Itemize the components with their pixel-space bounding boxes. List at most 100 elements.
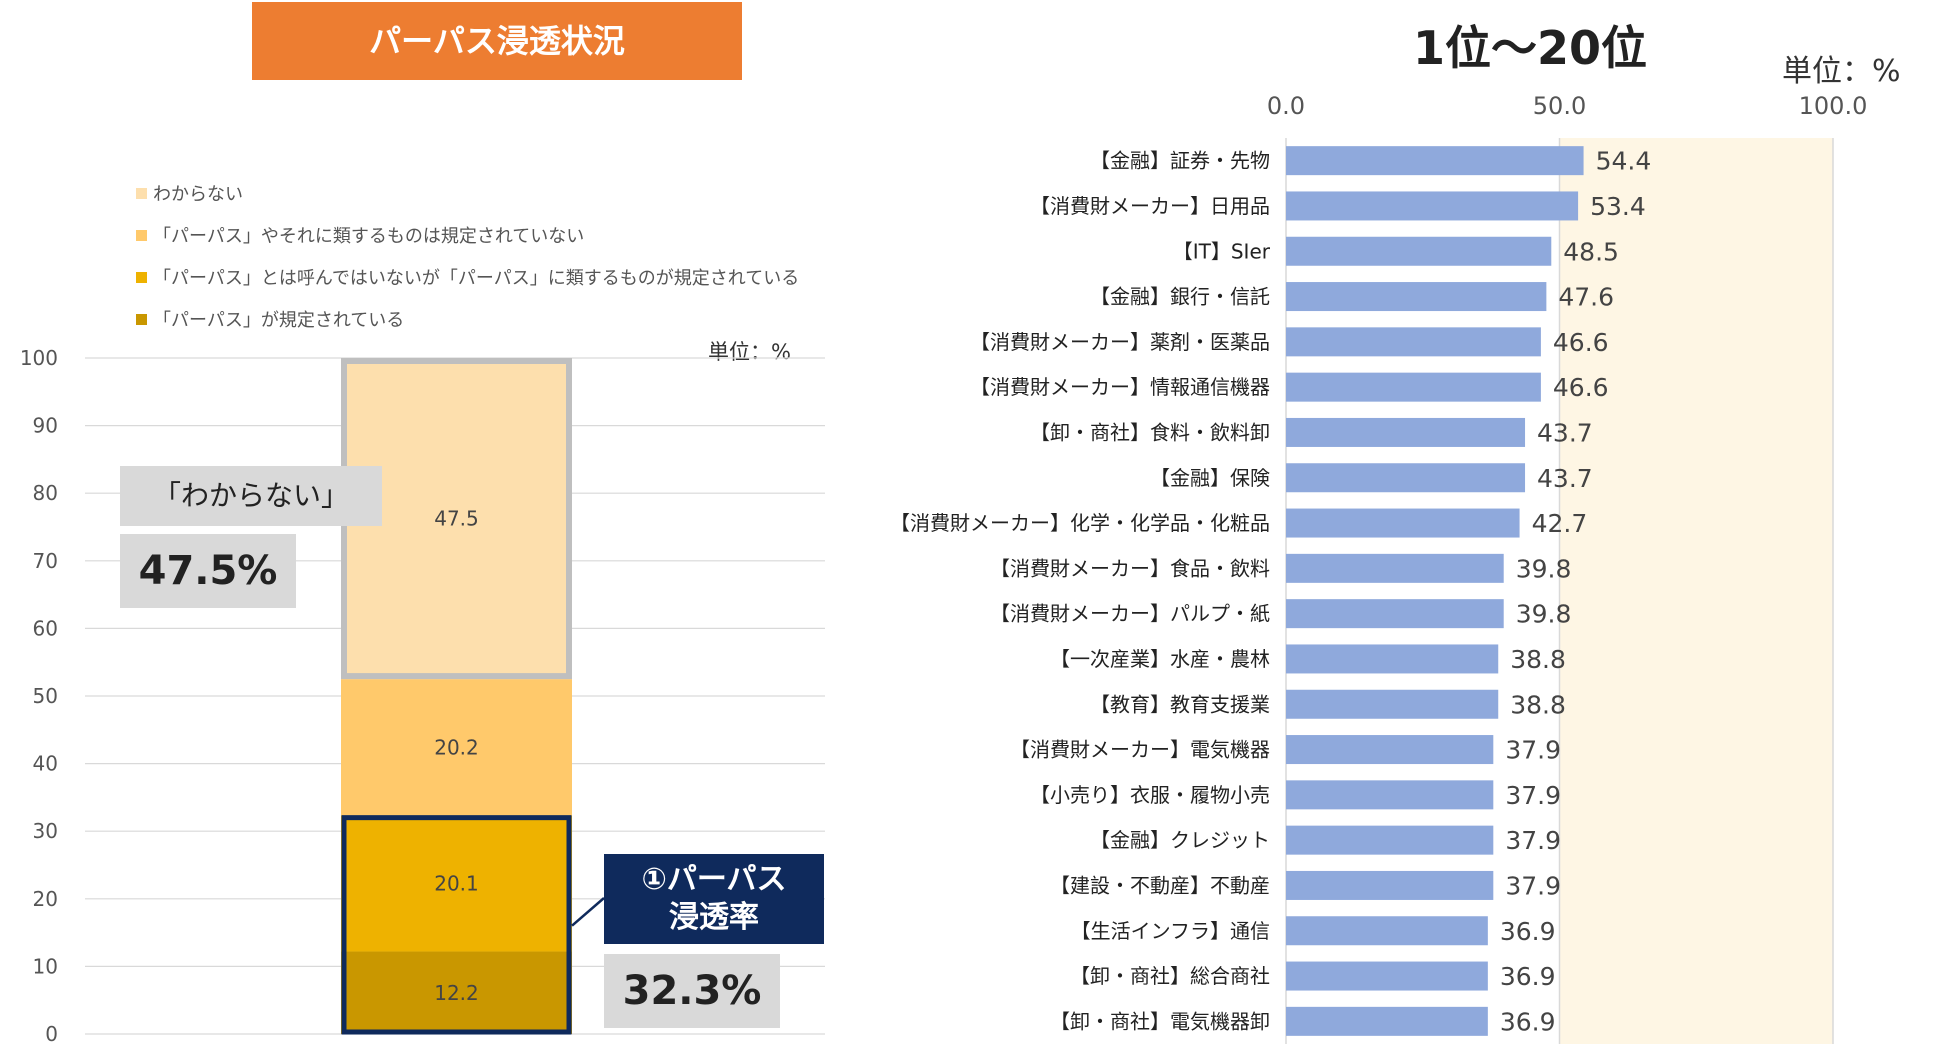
category-label: 【消費財メーカー】化学・化学品・化粧品: [890, 511, 1270, 535]
bar-value-label: 46.6: [1553, 373, 1609, 402]
category-label: 【IT】SIer: [1173, 239, 1271, 263]
left-chart-unit-label: 単位：%: [708, 340, 791, 364]
category-label: 【教育】教育支援業: [1090, 692, 1270, 716]
penetration-rate-callout-value: 32.3%: [604, 954, 780, 1028]
penetration-label-line1: ①パーパス: [641, 862, 787, 897]
bar-segment: [341, 815, 572, 952]
bar: [1286, 1006, 1488, 1036]
legend-label: 「パーパス」やそれに類するものは規定されていない: [153, 226, 585, 247]
x-tick-label: 50.0: [1533, 92, 1586, 120]
bar-value-label: 48.5: [1563, 237, 1619, 266]
legend-item: 「パーパス」が規定されている: [136, 306, 404, 332]
bar: [1286, 780, 1494, 810]
left-chart-title: パーパス浸透状況: [252, 2, 742, 80]
bar: [1286, 372, 1541, 402]
category-label: 【一次産業】水産・農林: [1050, 647, 1270, 671]
bar-segment-label: 20.2: [434, 735, 479, 759]
bar-value-label: 38.8: [1510, 690, 1566, 719]
bar-value-label: 39.8: [1516, 600, 1572, 629]
bar-segment: [341, 951, 572, 1034]
legend-label: 「パーパス」とは呼んではいないが「パーパス」に類するものが規定されている: [153, 268, 800, 289]
legend-swatch: [136, 271, 147, 283]
bar: [1286, 327, 1541, 357]
unknown-callout-label: 「わからない」: [120, 466, 382, 526]
bar-value-label: 43.7: [1537, 464, 1593, 493]
bar-value-label: 39.8: [1516, 554, 1572, 583]
y-tick-label: 70: [33, 549, 58, 573]
category-label: 【金融】銀行・信託: [1090, 285, 1270, 309]
y-tick-label: 10: [33, 954, 58, 978]
category-label: 【金融】保険: [1150, 466, 1270, 490]
ranking-bar-chart: 0.0 50.0 100.0 【金融】証券・先物 54.4 【消費財メーカー】日用品 53.…: [890, 92, 1868, 1044]
y-tick-label: 0: [45, 1022, 58, 1046]
bar: [1286, 870, 1494, 900]
bar-segment-label: 20.1: [434, 872, 479, 896]
callout-connector: [571, 897, 605, 927]
legend-item: わからない: [136, 180, 243, 206]
bar-segment-label: 12.2: [434, 981, 479, 1005]
x-tick-label: 100.0: [1799, 92, 1868, 120]
legend-swatch: [136, 313, 147, 325]
y-tick-label: 60: [33, 616, 58, 640]
y-tick-label: 30: [33, 819, 58, 843]
right-chart-unit-label: 単位：%: [1782, 54, 1901, 89]
category-label: 【金融】クレジット: [1090, 828, 1270, 852]
bar: [1286, 553, 1504, 583]
x-tick-label: 0.0: [1267, 92, 1305, 120]
legend-item: 「パーパス」とは呼んではいないが「パーパス」に類するものが規定されている: [136, 264, 799, 290]
bar-value-label: 37.9: [1505, 826, 1561, 855]
y-tick-label: 90: [33, 414, 58, 438]
bar: [1286, 146, 1584, 176]
legend-label: わからない: [153, 184, 243, 205]
category-label: 【卸・商社】電気機器卸: [1050, 1009, 1270, 1033]
category-label: 【金融】証券・先物: [1090, 149, 1270, 173]
legend-item: 「パーパス」やそれに類するものは規定されていない: [136, 222, 584, 248]
legend-label: 「パーパス」が規定されている: [153, 310, 405, 331]
bar-value-label: 36.9: [1500, 1007, 1556, 1036]
unknown-callout-value: 47.5%: [120, 534, 296, 608]
category-label: 【建設・不動産】不動産: [1050, 873, 1270, 897]
right-chart-title: 1位〜20位: [1412, 21, 1648, 75]
y-tick-label: 100: [20, 346, 58, 370]
bar: [1286, 825, 1494, 855]
bar-value-label: 43.7: [1537, 418, 1593, 447]
bar: [1286, 508, 1520, 538]
category-label: 【生活インフラ】通信: [1071, 919, 1270, 943]
bar: [1286, 644, 1499, 674]
penetration-segment-outline: [341, 815, 572, 1035]
bar-value-label: 46.6: [1553, 328, 1609, 357]
y-tick-label: 50: [33, 684, 58, 708]
bar: [1286, 236, 1552, 266]
category-label: 【消費財メーカー】食品・飲料: [990, 556, 1270, 580]
plot-background-band: [1559, 138, 1833, 1044]
category-label: 【卸・商社】総合商社: [1070, 964, 1270, 988]
category-label: 【消費財メーカー】日用品: [1030, 194, 1270, 218]
bar: [1286, 599, 1504, 629]
bar: [1286, 191, 1579, 221]
bar-value-label: 37.9: [1505, 871, 1561, 900]
bar-value-label: 42.7: [1532, 509, 1588, 538]
bar-value-label: 37.9: [1505, 736, 1561, 765]
bar-value-label: 36.9: [1500, 962, 1556, 991]
legend-swatch: [136, 229, 147, 241]
bar-value-label: 47.6: [1558, 283, 1614, 312]
y-tick-label: 40: [33, 752, 58, 776]
bar: [1286, 282, 1547, 312]
bar: [1286, 961, 1488, 991]
penetration-label-line2: 浸透率: [669, 900, 759, 935]
category-label: 【消費財メーカー】薬剤・医薬品: [970, 330, 1270, 354]
bar-value-label: 54.4: [1596, 147, 1652, 176]
bar-value-label: 38.8: [1510, 645, 1566, 674]
bar-value-label: 37.9: [1505, 781, 1561, 810]
bar: [1286, 689, 1499, 719]
category-label: 【卸・商社】食料・飲料卸: [1030, 420, 1270, 444]
bar-segment-label: 47.5: [434, 507, 479, 531]
bar-segment: [341, 679, 572, 816]
bar-value-label: 36.9: [1500, 917, 1556, 946]
category-label: 【小売り】衣服・履物小売: [1030, 783, 1270, 807]
category-label: 【消費財メーカー】情報通信機器: [970, 375, 1270, 399]
bar: [1286, 463, 1526, 493]
bar: [1286, 735, 1494, 765]
y-tick-label: 80: [33, 481, 58, 505]
bar: [1286, 916, 1488, 946]
